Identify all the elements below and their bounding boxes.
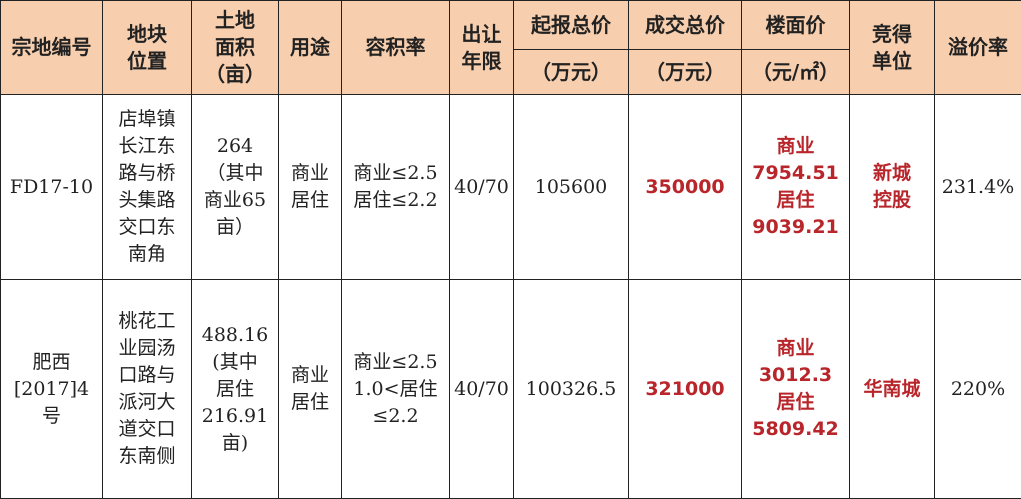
- cell-area: 264 （其中 商业65 亩）: [192, 95, 279, 280]
- header-id: 宗地编号: [1, 1, 103, 95]
- header-deal-price: 成交总价: [629, 1, 742, 50]
- header-premium: 溢价率: [935, 1, 1021, 95]
- cell-term: 40/70: [450, 280, 514, 499]
- header-far: 容积率: [342, 1, 450, 95]
- cell-floor-price: 商业 3012.3 居住 5809.42: [742, 280, 850, 499]
- cell-far: 商业≤2.5 1.0<居住 ≤2.2: [342, 280, 450, 499]
- header-start-price-unit: （万元）: [514, 50, 629, 95]
- table-row: FD17-10 店埠镇 长江东 路与桥 头集路 交口东 南角 264 （其中 商…: [1, 95, 1021, 280]
- header-floor-price: 楼面价: [742, 1, 850, 50]
- cell-term: 40/70: [450, 95, 514, 280]
- cell-id: FD17-10: [1, 95, 103, 280]
- cell-start-price: 105600: [514, 95, 629, 280]
- header-use: 用途: [279, 1, 342, 95]
- header-floor-price-unit: （元/㎡）: [742, 50, 850, 95]
- cell-floor-price: 商业 7954.51 居住 9039.21: [742, 95, 850, 280]
- header-term: 出让 年限: [450, 1, 514, 95]
- cell-use: 商业 居住: [279, 280, 342, 499]
- cell-use: 商业 居住: [279, 95, 342, 280]
- cell-start-price: 100326.5: [514, 280, 629, 499]
- table-row: 肥西 [2017]4 号 桃花工 业园汤 口路与 派河大 道交口 东南侧 488…: [1, 280, 1021, 499]
- header-deal-price-unit: （万元）: [629, 50, 742, 95]
- cell-far: 商业≤2.5 居住≤2.2: [342, 95, 450, 280]
- cell-location: 店埠镇 长江东 路与桥 头集路 交口东 南角: [103, 95, 192, 280]
- cell-winner: 新城 控股: [850, 95, 935, 280]
- cell-deal-price: 321000: [629, 280, 742, 499]
- cell-premium: 231.4%: [935, 95, 1021, 280]
- cell-premium: 220%: [935, 280, 1021, 499]
- header-winner: 竞得 单位: [850, 1, 935, 95]
- cell-id: 肥西 [2017]4 号: [1, 280, 103, 499]
- cell-area: 488.16 (其中 居住 216.91 亩): [192, 280, 279, 499]
- cell-deal-price: 350000: [629, 95, 742, 280]
- header-area: 土地 面积 （亩）: [192, 1, 279, 95]
- cell-location: 桃花工 业园汤 口路与 派河大 道交口 东南侧: [103, 280, 192, 499]
- header-start-price: 起报总价: [514, 1, 629, 50]
- header-location: 地块 位置: [103, 1, 192, 95]
- cell-winner: 华南城: [850, 280, 935, 499]
